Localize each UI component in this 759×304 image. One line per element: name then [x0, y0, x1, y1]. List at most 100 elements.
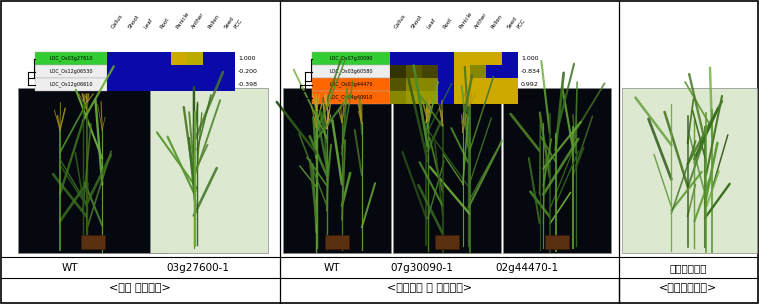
Text: 0.992: 0.992	[521, 82, 539, 87]
Bar	[390, 65, 406, 78]
Bar	[123, 78, 139, 91]
Bar	[454, 65, 470, 78]
Text: LOC_Os12g06530: LOC_Os12g06530	[49, 69, 93, 74]
Bar	[325, 235, 349, 249]
Bar	[486, 78, 502, 91]
Text: Leaf: Leaf	[426, 18, 436, 30]
Text: WT: WT	[324, 263, 340, 273]
Bar	[35, 78, 107, 91]
Bar	[312, 52, 390, 65]
Bar	[35, 52, 107, 65]
Bar	[312, 91, 390, 104]
Text: Callus: Callus	[111, 13, 124, 30]
Text: LOC_Os03g44470: LOC_Os03g44470	[329, 82, 373, 87]
Bar	[470, 65, 486, 78]
Text: Pollen: Pollen	[207, 14, 220, 30]
Bar	[422, 91, 438, 104]
Bar	[438, 91, 454, 104]
Text: PCC: PCC	[516, 18, 526, 30]
Text: Seed: Seed	[506, 16, 518, 30]
Bar	[502, 52, 518, 65]
Bar	[390, 91, 406, 104]
Bar	[35, 65, 107, 78]
Bar	[438, 52, 454, 65]
Text: 1.000: 1.000	[521, 56, 538, 61]
Bar	[283, 88, 391, 253]
Text: Anther: Anther	[474, 12, 489, 30]
Text: 다중표적변이: 다중표적변이	[669, 263, 707, 273]
Bar	[107, 65, 123, 78]
Bar	[203, 78, 219, 91]
Bar	[406, 91, 422, 104]
Text: LOC_Os03g27610: LOC_Os03g27610	[49, 56, 93, 61]
Bar	[187, 52, 203, 65]
Text: LOC_Os03g60580: LOC_Os03g60580	[329, 69, 373, 74]
Text: Panicle: Panicle	[175, 11, 190, 30]
Bar	[622, 88, 757, 253]
Text: LOC_Os07g30090: LOC_Os07g30090	[329, 56, 373, 61]
Bar	[422, 52, 438, 65]
Text: Leaf: Leaf	[143, 18, 154, 30]
Bar	[545, 235, 569, 249]
Bar	[187, 78, 203, 91]
Bar	[139, 65, 155, 78]
Text: PCC: PCC	[233, 18, 243, 30]
Bar	[486, 65, 502, 78]
Bar	[18, 88, 168, 253]
Bar	[187, 65, 203, 78]
Bar	[203, 52, 219, 65]
Text: 07g30090-1: 07g30090-1	[391, 263, 453, 273]
Bar	[393, 88, 501, 253]
Bar	[171, 78, 187, 91]
Text: 0.998: 0.998	[521, 95, 539, 100]
Text: LOC_Os12g06610: LOC_Os12g06610	[49, 82, 93, 87]
Text: Shoot: Shoot	[127, 14, 140, 30]
Bar	[123, 52, 139, 65]
Bar	[422, 78, 438, 91]
Bar	[502, 78, 518, 91]
Text: Pollen: Pollen	[490, 14, 503, 30]
Bar	[470, 91, 486, 104]
Bar	[171, 65, 187, 78]
Bar	[219, 52, 235, 65]
Bar	[406, 52, 422, 65]
Bar	[486, 91, 502, 104]
Bar	[406, 78, 422, 91]
Text: Shoot: Shoot	[410, 14, 423, 30]
Text: <다중표적 중 단일변이>: <다중표적 중 단일변이>	[387, 283, 473, 293]
Bar	[107, 52, 123, 65]
Bar	[422, 65, 438, 78]
Bar	[470, 52, 486, 65]
Bar	[155, 65, 171, 78]
Text: Panicle: Panicle	[458, 11, 473, 30]
Bar	[219, 78, 235, 91]
Bar	[155, 78, 171, 91]
Bar	[171, 52, 187, 65]
Text: -0.398: -0.398	[238, 82, 258, 87]
Bar	[454, 91, 470, 104]
Text: 1.000: 1.000	[238, 56, 256, 61]
Bar	[139, 52, 155, 65]
Bar	[107, 78, 123, 91]
Bar	[438, 78, 454, 91]
Text: <다중표적변이>: <다중표적변이>	[659, 283, 717, 293]
Bar	[502, 65, 518, 78]
Bar	[454, 52, 470, 65]
Bar	[502, 91, 518, 104]
Text: Callus: Callus	[394, 13, 408, 30]
Bar	[503, 88, 611, 253]
Bar	[150, 88, 268, 253]
Text: Seed: Seed	[223, 16, 235, 30]
Bar	[312, 78, 390, 91]
Text: <단일 표적변이>: <단일 표적변이>	[109, 283, 171, 293]
Bar	[470, 78, 486, 91]
Bar	[219, 65, 235, 78]
Bar	[390, 52, 406, 65]
Text: Anther: Anther	[191, 12, 206, 30]
Bar	[435, 235, 459, 249]
Text: -0.834: -0.834	[521, 69, 541, 74]
Bar	[81, 235, 105, 249]
Bar	[438, 65, 454, 78]
Bar	[486, 52, 502, 65]
Bar	[390, 78, 406, 91]
